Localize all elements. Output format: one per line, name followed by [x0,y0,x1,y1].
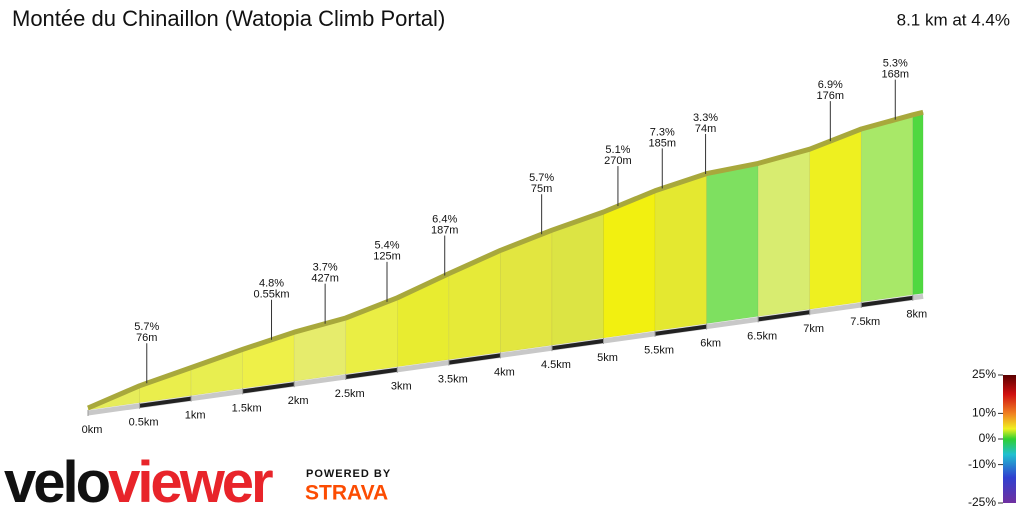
colorbar-label: -10% [968,457,996,471]
x-tick-label: 2.5km [335,388,365,400]
x-tick-label: 2km [288,395,309,407]
x-tick-label: 7km [803,323,824,335]
x-tick-label: 1km [185,410,206,422]
colorbar-label: -25% [968,495,996,509]
powered-by: POWERED BY [306,468,391,480]
gradient-strip [603,190,656,339]
annotation-gradient: 6.4% [432,213,457,225]
profile: 0km 0.5km 1km 1.5km 2km 2.5km 3km 3.5km 4km 4.5km… [82,58,928,436]
base-dash [654,324,707,336]
chart-title: Montée du Chinaillon (Watopia Climb Port… [12,6,445,31]
x-tick-label: 6.5km [747,330,777,342]
logo-part: velo [4,450,110,512]
annotation-length: 75m [531,183,552,195]
base-dash [860,295,914,307]
annotation-length: 187m [431,224,459,236]
annotation-gradient: 7.3% [650,126,675,138]
gradient-strip [654,173,707,332]
annotation-length: 427m [311,273,339,285]
annotation-length: 168m [882,69,910,81]
annotation-gradient: 5.7% [134,321,159,333]
colorbar-label: 10% [972,406,996,420]
x-tick-label: 0km [82,424,103,436]
colorbar-label: 0% [979,431,997,445]
gradient-strip [706,163,759,324]
annotation-gradient: 5.3% [883,58,908,70]
base-dash [242,382,295,394]
logo: veloviewer [4,450,273,512]
base-dash [448,353,501,365]
annotation-gradient: 3.7% [313,262,338,274]
x-tick-label: 3km [391,381,412,393]
annotation-gradient: 6.9% [818,79,843,91]
x-tick-label: 4km [494,366,515,378]
annotation-gradient: 4.8% [259,278,284,290]
annotation-gradient: 3.3% [693,112,718,124]
base-dash [757,310,810,322]
gradient-strip [757,148,811,317]
base-dash [139,396,192,408]
colorbar-label: 25% [972,367,996,381]
annotation-length: 76m [136,332,157,344]
logo-part: viewer [108,450,273,512]
annotation-gradient: 5.7% [529,172,554,184]
x-tick-label: 0.5km [129,417,159,429]
x-tick-label: 3.5km [438,374,468,386]
annotation-gradient: 5.4% [374,240,399,252]
annotation-length: 74m [695,123,716,135]
gradient-strip [809,128,862,310]
gradient-strip [912,111,924,296]
annotation-gradient: 5.1% [605,144,630,156]
base-dash [345,367,398,379]
annotation-length: 270m [604,155,632,167]
x-tick-label: 5.5km [644,345,674,357]
x-tick-label: 8km [906,309,927,321]
x-tick-label: 1.5km [232,402,262,414]
annotation-length: 0.55km [253,289,289,301]
profile-top [87,109,924,411]
gradient-strip [860,114,914,303]
strava: STRAVA [305,482,388,505]
annotation-length: 176m [817,90,845,102]
x-tick-label: 6km [700,338,721,350]
x-tick-label: 7.5km [850,316,880,328]
chart-subtitle: 8.1 km at 4.4% [897,10,1010,29]
x-tick-label: 4.5km [541,359,571,371]
gradient-strip [448,249,501,360]
annotation-length: 185m [649,137,677,149]
colorbar [1003,375,1016,503]
annotation-length: 125m [373,251,401,263]
base-dash [551,339,604,351]
x-tick-label: 5km [597,352,618,364]
gradient-strip [551,211,604,346]
